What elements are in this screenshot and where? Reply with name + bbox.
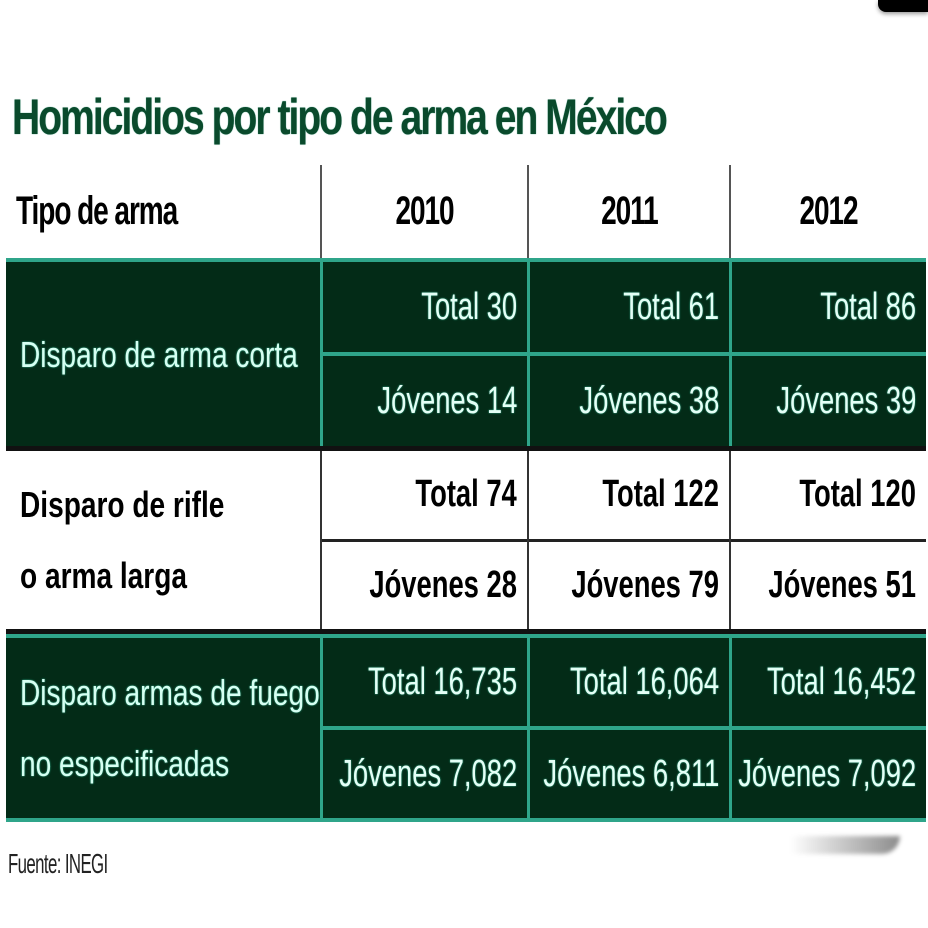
year-col-2010: Total 16,735 Jóvenes 7,082 xyxy=(320,638,527,818)
corner-decoration xyxy=(878,0,928,12)
row-label: Disparo de rifle o arma larga xyxy=(6,451,320,629)
year-col-2012: Total 16,452 Jóvenes 7,092 xyxy=(729,638,926,818)
page-curl-shadow xyxy=(790,836,900,854)
youth-value: Jóvenes 7,092 xyxy=(738,752,916,795)
total-cell: Total 120 xyxy=(731,451,926,542)
year-col-2010: Total 30 Jóvenes 14 xyxy=(320,262,527,446)
row-label: Disparo de arma corta xyxy=(6,262,320,446)
header-year-cell: 2010 xyxy=(320,165,527,258)
total-value: Total 122 xyxy=(602,473,719,516)
year-col-2011: Total 122 Jóvenes 79 xyxy=(527,451,729,629)
total-cell: Total 86 xyxy=(732,262,926,356)
header-type-cell: Tipo de arma xyxy=(6,165,320,258)
total-cell: Total 16,064 xyxy=(530,638,729,730)
youth-cell: Jóvenes 38 xyxy=(530,356,729,446)
total-cell: Total 74 xyxy=(322,451,527,542)
total-value: Total 16,452 xyxy=(766,660,916,703)
youth-value: Jóvenes 7,082 xyxy=(339,752,517,795)
youth-value: Jóvenes 28 xyxy=(369,563,517,606)
header-type-label: Tipo de arma xyxy=(16,189,178,233)
youth-cell: Jóvenes 7,092 xyxy=(732,730,926,818)
total-value: Total 16,064 xyxy=(569,660,719,703)
row-label-line1: Disparo armas de fuego xyxy=(20,672,320,713)
row-label-line1: Disparo de rifle xyxy=(20,484,225,525)
total-value: Total 86 xyxy=(820,285,916,328)
youth-value: Jóvenes 38 xyxy=(579,379,719,422)
total-cell: Total 61 xyxy=(530,262,729,356)
row-label-line2: o arma larga xyxy=(20,555,188,596)
year-col-2012: Total 86 Jóvenes 39 xyxy=(729,262,926,446)
youth-value: Jóvenes 39 xyxy=(776,379,916,422)
header-year-cell: 2012 xyxy=(729,165,926,258)
youth-cell: Jóvenes 51 xyxy=(731,542,926,630)
row-label-text: Disparo de arma corta xyxy=(20,333,298,375)
table-row-no-especificadas: Disparo armas de fuego no especificadas … xyxy=(6,634,926,822)
youth-cell: Jóvenes 14 xyxy=(323,356,527,446)
total-cell: Total 16,452 xyxy=(732,638,926,730)
total-cell: Total 122 xyxy=(529,451,729,542)
youth-value: Jóvenes 6,811 xyxy=(543,752,719,795)
total-value: Total 74 xyxy=(415,473,517,516)
youth-cell: Jóvenes 7,082 xyxy=(323,730,527,818)
year-col-2010: Total 74 Jóvenes 28 xyxy=(320,451,527,629)
youth-value: Jóvenes 51 xyxy=(768,563,916,606)
header-year-2011: 2011 xyxy=(600,189,659,233)
table-row-rifle: Disparo de rifle o arma larga Total 74 J… xyxy=(6,446,926,634)
year-col-2011: Total 16,064 Jóvenes 6,811 xyxy=(527,638,729,818)
total-cell: Total 16,735 xyxy=(323,638,527,730)
header-year-cell: 2011 xyxy=(527,165,729,258)
youth-value: Jóvenes 79 xyxy=(571,563,719,606)
homicides-table: Tipo de arma 2010 2011 2012 Disparo de a… xyxy=(6,165,926,822)
youth-cell: Jóvenes 28 xyxy=(322,542,527,630)
total-value: Total 30 xyxy=(421,285,517,328)
year-col-2011: Total 61 Jóvenes 38 xyxy=(527,262,729,446)
total-value: Total 61 xyxy=(623,285,719,328)
total-value: Total 16,735 xyxy=(367,660,517,703)
youth-cell: Jóvenes 6,811 xyxy=(530,730,729,818)
youth-cell: Jóvenes 79 xyxy=(529,542,729,630)
row-label: Disparo armas de fuego no especificadas xyxy=(6,638,320,818)
row-label-line2: no especificadas xyxy=(20,743,230,784)
total-cell: Total 30 xyxy=(323,262,527,356)
header-year-2012: 2012 xyxy=(799,189,858,233)
source-note: Fuente: INEGI xyxy=(8,848,108,879)
year-col-2012: Total 120 Jóvenes 51 xyxy=(729,451,926,629)
table-row-arma-corta: Disparo de arma corta Total 30 Jóvenes 1… xyxy=(6,258,926,446)
header-year-2010: 2010 xyxy=(395,189,454,233)
table-header-row: Tipo de arma 2010 2011 2012 xyxy=(6,165,926,258)
total-value: Total 120 xyxy=(799,473,916,516)
page-title: Homicidios por tipo de arma en México xyxy=(12,89,668,145)
youth-value: Jóvenes 14 xyxy=(377,379,517,422)
youth-cell: Jóvenes 39 xyxy=(732,356,926,446)
